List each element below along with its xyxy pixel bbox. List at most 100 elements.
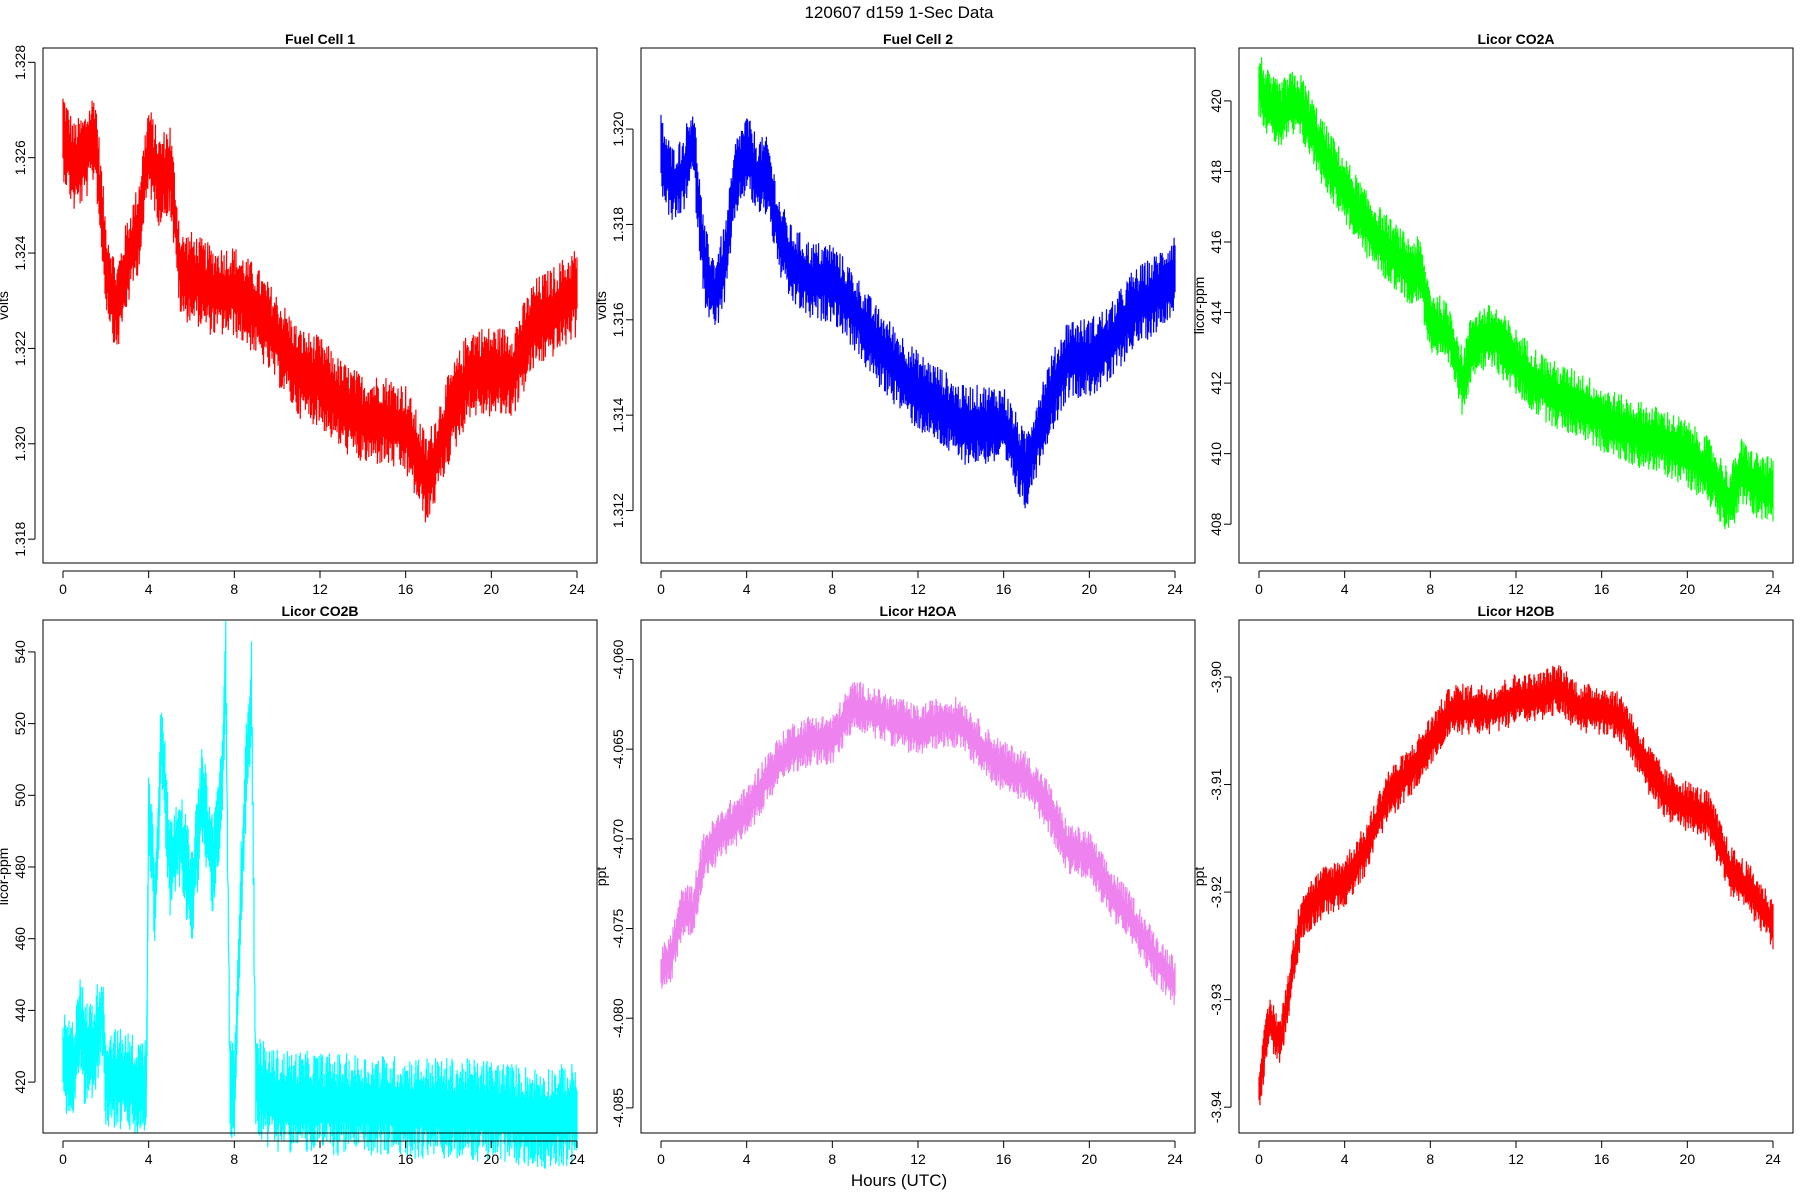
panel-ylabel: ppt: [593, 867, 609, 887]
x-tick-label: 24: [569, 1151, 585, 1167]
plot-frame: [640, 619, 1196, 1134]
y-tick-label: -3.94: [1208, 1091, 1224, 1123]
y-tick-label: 416: [1208, 230, 1224, 254]
y-tick-label: -4.060: [610, 639, 626, 679]
y-tick-label: 520: [12, 712, 28, 736]
panel-ylabel: licor-ppm: [0, 848, 11, 906]
plot-frame: [1238, 619, 1794, 1134]
y-tick-label: 410: [1208, 442, 1224, 466]
x-tick-label: 8: [1426, 1151, 1434, 1167]
x-tick-label: 20: [484, 1151, 500, 1167]
x-tick-label: 20: [1082, 1151, 1098, 1167]
y-tick-label: 412: [1208, 371, 1224, 395]
y-tick-label: 480: [12, 855, 28, 879]
y-tick-label: 1.320: [610, 111, 626, 146]
x-tick-label: 0: [59, 1151, 67, 1167]
panel-title: Licor H2OA: [879, 603, 956, 619]
data-series-trace: [62, 98, 578, 523]
plot-frame: [640, 47, 1196, 564]
panel-ylabel: volts: [593, 291, 609, 320]
plot-frame: [42, 619, 598, 1134]
x-tick-label: 16: [996, 1151, 1012, 1167]
y-tick-label: 440: [12, 999, 28, 1023]
x-tick-label: 8: [828, 581, 836, 597]
x-tick-label: 8: [230, 1151, 238, 1167]
x-tick-label: 0: [1255, 1151, 1263, 1167]
data-series-trace: [62, 620, 578, 1169]
x-tick-label: 20: [484, 581, 500, 597]
panel-title: Fuel Cell 1: [285, 31, 355, 47]
x-tick-label: 20: [1680, 1151, 1696, 1167]
x-tick-label: 24: [1167, 1151, 1183, 1167]
panel-title: Licor CO2B: [281, 603, 358, 619]
y-tick-label: -3.93: [1208, 983, 1224, 1015]
y-tick-label: 460: [12, 927, 28, 951]
x-tick-label: 12: [910, 1151, 926, 1167]
data-series-trace: [1258, 665, 1774, 1106]
y-tick-label: -4.075: [610, 908, 626, 948]
y-tick-label: 540: [12, 640, 28, 664]
y-tick-label: 420: [12, 1070, 28, 1094]
x-tick-label: 24: [569, 581, 585, 597]
panel-1: Fuel Cell 1 volts 0 4 8 12 16 20 24 1.318 1.320 1.3…: [0, 31, 598, 597]
panel-6: Licor H2OB ppt 0 4 8 12 16 20 24 -3.94 -3.93 -3.92 -…: [1191, 603, 1794, 1167]
panel-ylabel: licor-ppm: [1191, 277, 1207, 335]
x-tick-label: 16: [1594, 581, 1610, 597]
data-series-trace: [660, 114, 1176, 509]
x-tick-label: 0: [59, 581, 67, 597]
panels: Fuel Cell 1 volts 0 4 8 12 16 20 24 1.318 1.320 1.3…: [0, 31, 1794, 1169]
x-tick-label: 4: [743, 1151, 751, 1167]
x-tick-label: 16: [398, 1151, 414, 1167]
y-tick-label: 1.314: [610, 397, 626, 432]
x-tick-label: 16: [398, 581, 414, 597]
x-tick-label: 16: [1594, 1151, 1610, 1167]
x-tick-label: 4: [743, 581, 751, 597]
x-tick-label: 8: [828, 1151, 836, 1167]
y-tick-label: 1.320: [12, 426, 28, 461]
y-tick-label: 1.318: [610, 207, 626, 242]
y-tick-label: -4.085: [610, 1088, 626, 1128]
y-tick-label: 1.312: [610, 493, 626, 528]
y-tick-label: 418: [1208, 160, 1224, 184]
x-tick-label: 12: [910, 581, 926, 597]
y-tick-label: -3.91: [1208, 768, 1224, 800]
x-tick-label: 16: [996, 581, 1012, 597]
y-tick-label: -3.90: [1208, 661, 1224, 693]
panel-2: Fuel Cell 2 volts 0 4 8 12 16 20 24 1.312 1.314 1.3…: [593, 31, 1196, 597]
panel-4: Licor CO2B licor-ppm 0 4 8 12 16 20 24 420 440 460 4…: [0, 603, 598, 1169]
x-tick-label: 0: [657, 1151, 665, 1167]
y-tick-label: 500: [12, 783, 28, 807]
x-tick-label: 24: [1765, 1151, 1781, 1167]
data-series-trace: [1258, 57, 1774, 530]
y-tick-label: 414: [1208, 301, 1224, 325]
x-tick-label: 4: [145, 1151, 153, 1167]
x-tick-label: 8: [230, 581, 238, 597]
x-tick-label: 20: [1680, 581, 1696, 597]
plot-frame: [1238, 47, 1794, 564]
panel-title: Fuel Cell 2: [883, 31, 953, 47]
x-tick-label: 20: [1082, 581, 1098, 597]
x-tick-label: 12: [312, 581, 328, 597]
y-tick-label: 1.318: [12, 521, 28, 556]
data-series-trace: [660, 681, 1176, 1005]
panel-5: Licor H2OA ppt 0 4 8 12 16 20 24 -4.085 -4.080 -4.0…: [593, 603, 1196, 1167]
y-tick-label: -4.080: [610, 998, 626, 1038]
y-tick-label: 1.328: [12, 45, 28, 80]
x-tick-label: 0: [657, 581, 665, 597]
plot-frame: [42, 47, 598, 564]
x-tick-label: 12: [1508, 581, 1524, 597]
y-tick-label: -3.92: [1208, 876, 1224, 908]
panel-ylabel: volts: [0, 291, 11, 320]
panel-title: Licor H2OB: [1477, 603, 1554, 619]
figure-xlabel: Hours (UTC): [851, 1171, 947, 1190]
y-tick-label: 408: [1208, 512, 1224, 536]
y-tick-label: 1.326: [12, 140, 28, 175]
x-tick-label: 4: [145, 581, 153, 597]
figure-title: 120607 d159 1-Sec Data: [804, 3, 994, 22]
x-tick-label: 24: [1765, 581, 1781, 597]
panel-3: Licor CO2A licor-ppm 0 4 8 12 16 20 24 408 410 412 4…: [1191, 31, 1794, 597]
x-tick-label: 0: [1255, 581, 1263, 597]
y-tick-label: -4.065: [610, 729, 626, 769]
